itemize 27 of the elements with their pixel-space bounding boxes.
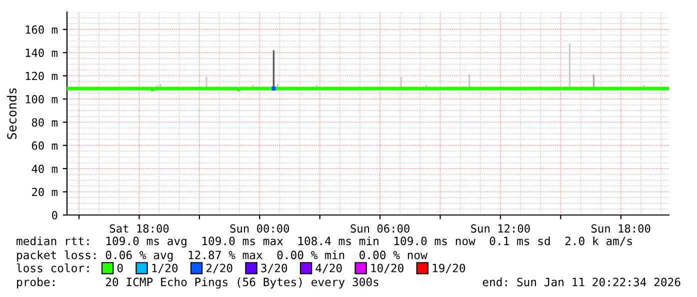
legend-label: 4/20 xyxy=(316,264,342,274)
y-tick-label: 0 xyxy=(52,211,58,220)
legend-label: 2/20 xyxy=(206,264,232,274)
y-tick-label: 120 m xyxy=(26,72,58,80)
x-tick-label: Sun 12:00 xyxy=(471,224,530,233)
y-tick-label: 140 m xyxy=(26,48,58,58)
x-tick-label: Sun 18:00 xyxy=(591,224,650,233)
legend-label: 0 xyxy=(117,264,123,272)
x-tick-label: Sun 06:00 xyxy=(350,224,410,233)
x-tick-label: Sat 18:00 xyxy=(110,224,169,233)
x-tick-label: Sun 00:00 xyxy=(230,224,290,233)
y-axis-title: Seconds xyxy=(6,88,17,139)
y-tick-label: 20 m xyxy=(32,188,58,196)
legend-label: 1/20 xyxy=(152,264,178,274)
legend-label: 19/20 xyxy=(432,264,466,274)
text: packet loss: 0.06 % avg 12.87 % max 0.00 % min 0.00 % now xyxy=(17,250,428,262)
legend-label: 10/20 xyxy=(371,264,404,274)
text: median rtt: 109.0 ms avg 109.0 ms max 108.4 ms min 109.0 ms now 0.1 ms sd 2.0 k am/s xyxy=(16,236,632,248)
y-tick-label: 160 m xyxy=(26,25,58,34)
y-tick-label: 80 m xyxy=(32,118,58,127)
text: loss color: xyxy=(16,263,89,272)
y-tick-label: 60 m xyxy=(32,141,58,150)
legend-label: 3/20 xyxy=(261,264,288,274)
y-tick-label: 40 m xyxy=(32,164,58,174)
y-tick-label: 100 m xyxy=(26,95,58,104)
text: probe: 20 ICMP Echo Pings (56 Bytes) every 300s xyxy=(17,277,378,289)
text: end: Sun Jan 11 20:22:34 2026 xyxy=(482,278,680,286)
